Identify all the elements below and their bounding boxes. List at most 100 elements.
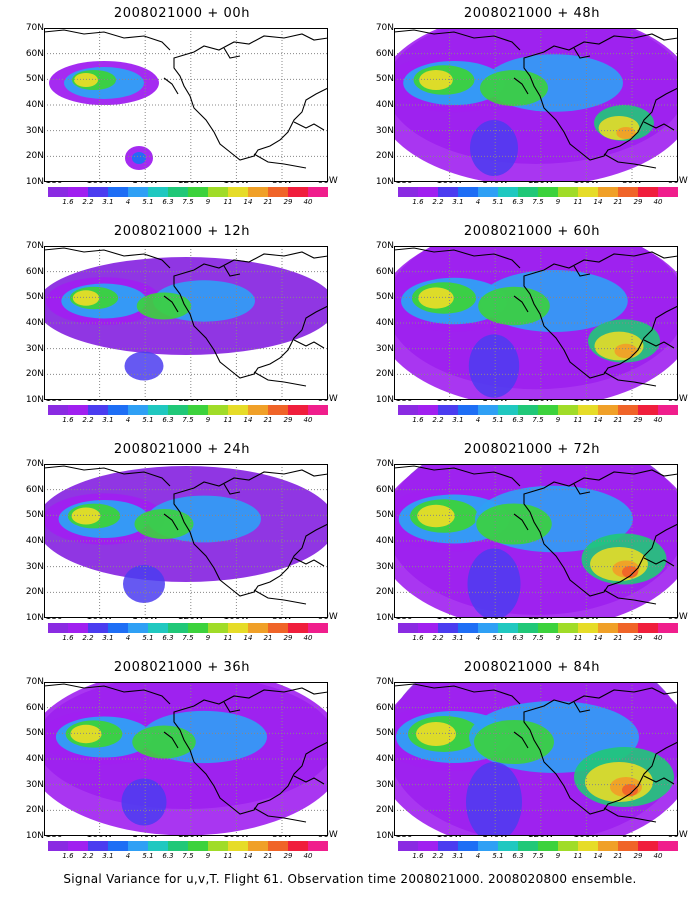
- latitude-label: 40N: [25, 318, 44, 328]
- colorbar-swatch: [398, 623, 419, 633]
- variance-contour: [480, 70, 548, 106]
- coastline: [573, 47, 591, 59]
- variance-map: [394, 464, 678, 618]
- variance-contour: [466, 762, 522, 836]
- variance-contour: [616, 127, 636, 139]
- colorbar-label: 3.1: [452, 634, 464, 642]
- variance-contour: [74, 73, 98, 87]
- colorbar-swatch: [88, 841, 109, 851]
- colorbar: [398, 405, 678, 415]
- colorbar-label: 1.6: [62, 634, 74, 642]
- colorbar-label: 21: [613, 198, 623, 206]
- latitude-label: 60N: [375, 266, 394, 277]
- colorbar-label: 29: [283, 416, 293, 424]
- latitude-label: 50N: [375, 292, 394, 303]
- colorbar-swatch: [478, 623, 499, 633]
- colorbar-label: 6.3: [512, 852, 524, 860]
- variance-map: [394, 28, 678, 182]
- latitude-label: 50N: [375, 510, 394, 521]
- variance-map: [44, 28, 328, 182]
- colorbar-swatch: [148, 405, 169, 415]
- colorbar-swatch: [248, 623, 269, 633]
- colorbar-swatch: [458, 623, 479, 633]
- colorbar-label: 9: [555, 416, 561, 424]
- coastline: [163, 295, 179, 313]
- colorbar-label: 4: [475, 852, 481, 860]
- latitude-label: 20N: [25, 151, 44, 162]
- colorbar-label: 9: [555, 198, 561, 206]
- variance-contour: [418, 287, 454, 309]
- colorbar-swatch: [128, 405, 149, 415]
- colorbar-swatch: [148, 623, 169, 633]
- coastline: [223, 265, 241, 277]
- variance-map: [44, 682, 328, 836]
- colorbar-swatch: [168, 841, 189, 851]
- variance-contour: [474, 720, 554, 764]
- colorbar-swatch: [188, 187, 209, 197]
- colorbar-label: 29: [283, 198, 293, 206]
- colorbar-swatch: [478, 841, 499, 851]
- colorbar-swatch: [658, 187, 678, 197]
- coastline: [293, 339, 325, 349]
- colorbar-swatch: [308, 623, 328, 633]
- latitude-label: 40N: [375, 536, 394, 546]
- variance-contour: [622, 784, 638, 796]
- colorbar-swatch: [418, 405, 439, 415]
- colorbar-label: 40: [303, 634, 313, 642]
- latitude-label: 10N: [375, 613, 394, 623]
- colorbar-swatch: [518, 841, 539, 851]
- panel-title: 2008021000 + 48h: [463, 6, 601, 21]
- latitude-label: 10N: [25, 831, 44, 841]
- coastline: [643, 557, 675, 567]
- coastline: [603, 589, 657, 605]
- colorbar-swatch: [398, 841, 419, 851]
- colorbar-swatch: [638, 405, 659, 415]
- coastline: [513, 295, 529, 313]
- latitude-label: 40N: [25, 100, 44, 110]
- latitude-label: 10N: [375, 831, 394, 841]
- colorbar-swatch: [108, 405, 129, 415]
- colorbar-label: 6.3: [512, 198, 524, 206]
- coastline: [253, 807, 307, 823]
- colorbar-label: 29: [633, 852, 643, 860]
- variance-contour: [121, 778, 167, 826]
- colorbar-label: 21: [263, 852, 273, 860]
- colorbar-swatch: [578, 623, 599, 633]
- colorbar: [48, 623, 328, 633]
- colorbar-swatch: [268, 623, 289, 633]
- colorbar: [48, 841, 328, 851]
- coastline: [293, 775, 325, 785]
- colorbar-swatch: [398, 187, 419, 197]
- variance-contour: [478, 286, 550, 326]
- colorbar-label: 9: [205, 198, 211, 206]
- map-frame: [394, 246, 678, 400]
- colorbar-swatch: [558, 187, 579, 197]
- map-panel: 2008021000 + 72h70N60N50N40N30N20N10N180…: [362, 442, 700, 660]
- colorbar-label: 14: [243, 852, 253, 860]
- colorbar: [48, 187, 328, 197]
- colorbar-label: 4: [475, 198, 481, 206]
- colorbar-label: 5.1: [492, 634, 504, 642]
- variance-contour: [476, 503, 552, 545]
- colorbar-label: 11: [223, 852, 233, 860]
- figure-caption: Signal Variance for u,v,T. Flight 61. Ob…: [63, 872, 637, 886]
- coastline: [44, 465, 171, 487]
- variance-contour: [467, 548, 521, 618]
- latitude-label: 20N: [25, 369, 44, 380]
- colorbar-swatch: [458, 187, 479, 197]
- colorbar-swatch: [248, 405, 269, 415]
- colorbar-swatch: [68, 405, 89, 415]
- colorbar-label: 9: [205, 416, 211, 424]
- colorbar-label: 2.2: [82, 198, 94, 206]
- variance-map: [394, 246, 678, 400]
- colorbar-label: 40: [653, 634, 663, 642]
- colorbar-label: 40: [303, 416, 313, 424]
- colorbar-swatch: [248, 841, 269, 851]
- variance-contour: [470, 120, 518, 176]
- colorbar: [48, 405, 328, 415]
- colorbar-label: 3.1: [102, 634, 114, 642]
- colorbar-swatch: [128, 623, 149, 633]
- coastline: [223, 701, 241, 713]
- colorbar-label: 6.3: [512, 416, 524, 424]
- variance-contour: [419, 70, 453, 90]
